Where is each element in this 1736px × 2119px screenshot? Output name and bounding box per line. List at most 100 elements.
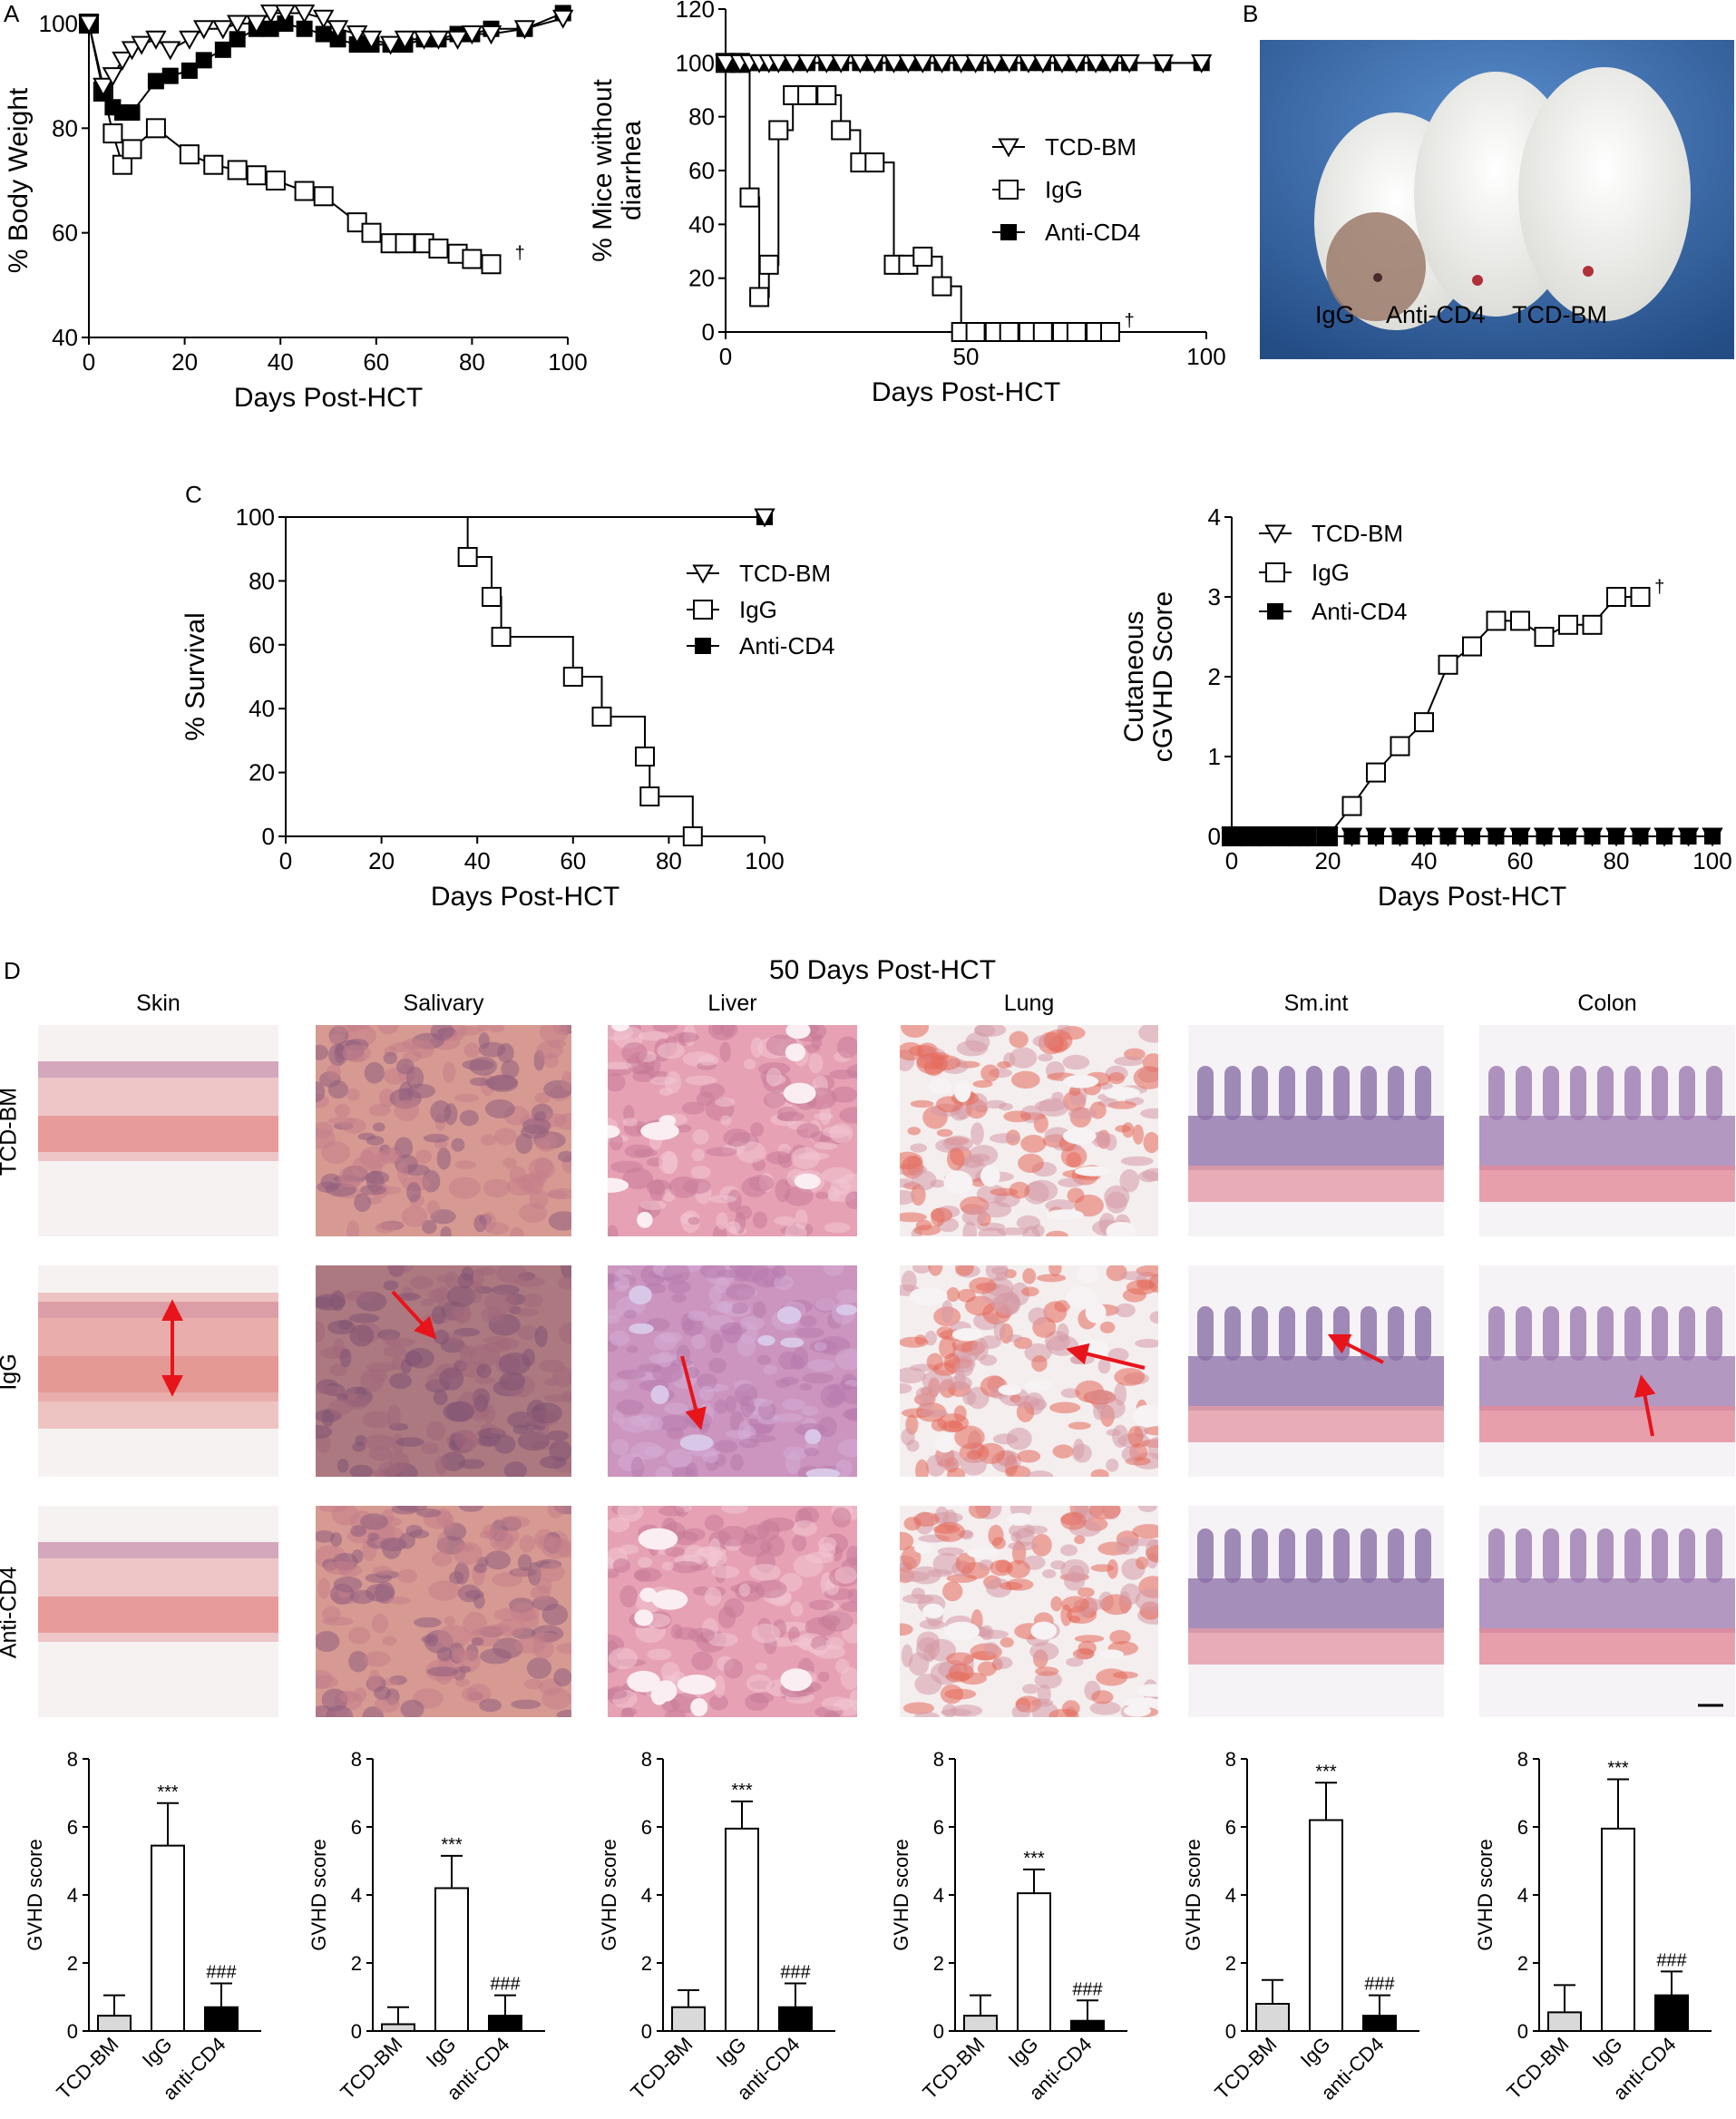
y-tick-label: 4 — [1208, 503, 1221, 531]
data-point — [1032, 322, 1053, 342]
data-point — [1066, 54, 1087, 73]
x-tick-label: 0 — [279, 847, 292, 874]
data-point — [360, 30, 383, 50]
data-point — [1630, 587, 1651, 607]
data-point — [912, 246, 933, 267]
data-point — [1704, 828, 1721, 845]
histology-image — [1479, 1506, 1735, 1717]
legend-marker — [999, 180, 1019, 200]
histology-image — [1188, 1025, 1444, 1236]
x-tick-label: 20 — [1315, 847, 1341, 874]
category-label: IgG — [1588, 2033, 1627, 2072]
data-point — [462, 249, 483, 269]
y-tick-label: 20 — [249, 759, 275, 786]
data-point — [639, 786, 660, 806]
data-point — [849, 54, 872, 73]
bar-tcd-bm — [671, 2006, 706, 2032]
data-point — [830, 54, 852, 73]
x-tick-label: 20 — [368, 847, 395, 874]
significance-mark: *** — [1023, 1849, 1045, 1869]
legend-label: Anti-CD4 — [1312, 598, 1407, 625]
y-tick-label: 80 — [249, 567, 275, 594]
data-point — [1534, 627, 1555, 647]
data-point — [739, 187, 760, 208]
data-point — [767, 54, 789, 73]
bar-anti-cd4 — [1070, 2019, 1105, 2032]
data-point — [480, 25, 502, 45]
data-point — [145, 118, 166, 139]
y-tick-label: 6 — [641, 1816, 652, 1839]
histology-image — [1188, 1506, 1444, 1717]
y-tick-label: 0 — [262, 823, 275, 850]
data-point — [931, 276, 952, 297]
data-point — [682, 826, 703, 846]
dagger-mark: † — [1654, 578, 1664, 598]
data-point — [203, 154, 224, 175]
histology-image — [900, 1025, 1158, 1236]
y-tick-label: 40 — [249, 695, 275, 722]
data-point — [715, 54, 736, 73]
data-point — [379, 35, 402, 55]
y-tick-label: 6 — [933, 1816, 944, 1839]
x-axis-label: Days Post-HCT — [431, 882, 619, 912]
y-tick-label: 4 — [67, 1884, 78, 1907]
data-point — [1464, 828, 1480, 845]
data-point — [93, 77, 114, 97]
data-point — [831, 120, 852, 141]
y-axis-label: GVHD score — [890, 1839, 912, 1950]
x-tick-label: 60 — [560, 847, 586, 874]
panel-letter-a: A — [4, 0, 20, 27]
body-weight-chart: 40 60 80 100 0 20 40 60 80 100 Days Post-HCT % Body… — [4, 4, 588, 413]
y-tick-label: 2 — [351, 1952, 362, 1975]
bar-anti-cd4 — [1362, 2015, 1397, 2032]
data-point — [1512, 828, 1528, 845]
legend-label: TCD-BM — [1045, 133, 1136, 161]
legend-label: IgG — [1045, 176, 1083, 203]
y-tick-label: 8 — [1517, 1751, 1528, 1771]
y-tick-label: 100 — [676, 49, 715, 76]
data-point — [179, 144, 200, 165]
data-point — [327, 20, 349, 40]
histology-image — [1188, 1265, 1444, 1477]
y-tick-label: 6 — [351, 1816, 362, 1839]
data-point — [1608, 828, 1624, 845]
legend-marker — [998, 138, 1019, 158]
y-tick-label: 20 — [688, 265, 715, 292]
data-point — [1051, 54, 1073, 73]
y-tick-label: 100 — [39, 10, 78, 37]
category-label: IgG — [1004, 2033, 1043, 2072]
dagger-mark: † — [515, 244, 525, 264]
y-axis-label: Cutaneous — [1119, 610, 1149, 742]
data-point — [123, 104, 141, 122]
data-point — [145, 30, 167, 50]
data-point — [1368, 828, 1384, 845]
histology-image — [900, 1506, 1158, 1717]
data-point — [246, 15, 268, 34]
data-point — [274, 4, 297, 24]
data-point — [395, 233, 415, 254]
histology-column-label: Liver — [707, 991, 757, 1016]
histology-image — [316, 1506, 571, 1717]
survival-chart: 0 20 40 60 80 100 0 20 40 60 80 100 Days Post-HCT % S… — [180, 503, 834, 912]
data-point — [965, 322, 986, 342]
data-point — [883, 54, 905, 73]
data-point — [1118, 54, 1140, 73]
data-point — [160, 41, 181, 61]
data-point — [754, 508, 775, 528]
data-point — [1536, 828, 1553, 845]
bar-igg — [1309, 1819, 1343, 2032]
data-point — [562, 667, 583, 687]
bar-anti-cd4 — [1654, 1994, 1689, 2032]
series-line-igg — [88, 23, 492, 266]
y-tick-label: 4 — [1517, 1884, 1528, 1907]
data-point — [1032, 54, 1054, 73]
x-tick-label: 80 — [1604, 847, 1630, 874]
x-axis-label: Days Post-HCT — [872, 377, 1060, 407]
significance-mark: *** — [441, 1835, 463, 1855]
data-point — [180, 62, 198, 79]
category-label: TCD-BM — [918, 2033, 989, 2104]
histology-image — [316, 1025, 571, 1236]
bar-tcd-bm — [97, 2015, 132, 2032]
data-point — [984, 54, 1006, 73]
y-tick-label: 2 — [1225, 1952, 1236, 1975]
